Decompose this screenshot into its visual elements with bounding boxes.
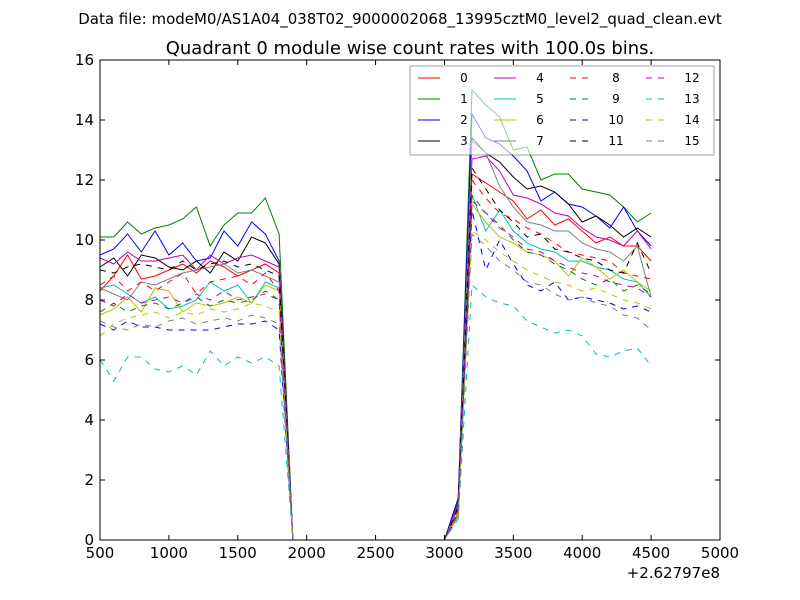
legend-label-1: 1 — [460, 92, 468, 106]
series-line-9 — [99, 193, 652, 541]
series-line-7 — [99, 139, 652, 541]
series-line-1 — [100, 88, 652, 541]
chart-suptitle: Data file: modeM0/AS1A04_038T02_90000020… — [78, 10, 722, 29]
series-line-14 — [99, 230, 652, 541]
legend-label-8: 8 — [612, 71, 620, 85]
legend-label-13: 13 — [684, 92, 699, 106]
x-offset-label: +2.62797e8 — [627, 564, 720, 582]
series-line-10 — [99, 209, 652, 541]
legend-label-2: 2 — [460, 113, 468, 127]
legend-label-15: 15 — [684, 134, 699, 148]
series-line-2 — [99, 112, 652, 541]
y-tick-label: 0 — [84, 531, 94, 549]
x-tick-label: 4500 — [632, 544, 670, 562]
x-tick-label: 2500 — [356, 544, 394, 562]
x-tick-label: 4000 — [563, 544, 601, 562]
legend-label-0: 0 — [460, 71, 468, 85]
y-tick-label: 6 — [84, 351, 94, 369]
legend-label-6: 6 — [536, 113, 544, 127]
x-tick-label: 3500 — [494, 544, 532, 562]
y-tick-label: 12 — [75, 171, 94, 189]
legend-label-10: 10 — [608, 113, 623, 127]
y-tick-label: 4 — [84, 411, 94, 429]
legend-label-12: 12 — [684, 71, 699, 85]
x-tick-label: 5000 — [701, 544, 739, 562]
y-tick-label: 16 — [75, 51, 94, 69]
series-line-0 — [99, 173, 652, 541]
x-tick-label: 1000 — [150, 544, 188, 562]
axis-ticks: 500 1000 1500 2000 2500 3000 3500 4000 4500 5000 0… — [75, 51, 739, 562]
x-tick-label: 1500 — [219, 544, 257, 562]
legend-frame — [409, 65, 715, 156]
y-tick-label: 2 — [84, 471, 94, 489]
legend-label-3: 3 — [460, 134, 468, 148]
legend-label-5: 5 — [536, 92, 544, 106]
series-line-8 — [99, 178, 652, 541]
series-line-13 — [99, 283, 652, 541]
x-tick-label: 2000 — [288, 544, 326, 562]
series-line-6 — [99, 202, 652, 541]
legend-label-14: 14 — [684, 113, 699, 127]
series-layer — [99, 88, 652, 541]
series-line-3 — [99, 136, 652, 541]
chart-title: Quadrant 0 module wise count rates with … — [166, 38, 655, 59]
y-tick-label: 8 — [84, 291, 94, 309]
series-line-4 — [99, 155, 652, 541]
legend-label-7: 7 — [536, 134, 544, 148]
y-tick-label: 10 — [75, 231, 94, 249]
series-line-11 — [99, 166, 652, 541]
legend-label-9: 9 — [612, 92, 620, 106]
x-tick-label: 3000 — [425, 544, 463, 562]
series-line-5 — [99, 194, 652, 541]
legend-label-4: 4 — [536, 71, 544, 85]
y-tick-label: 14 — [75, 111, 94, 129]
x-tick-label: 500 — [86, 544, 115, 562]
legend-label-11: 11 — [608, 134, 623, 148]
series-line-15 — [99, 232, 652, 541]
